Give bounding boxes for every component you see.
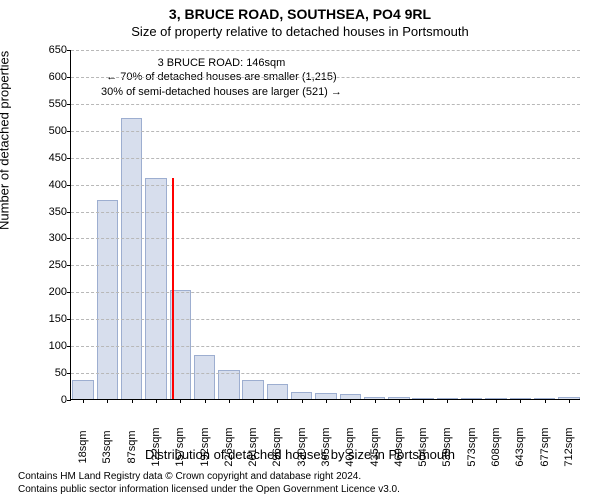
y-tick-mark xyxy=(67,212,71,213)
x-tick-mark xyxy=(399,399,400,403)
y-tick-mark xyxy=(67,292,71,293)
gridline xyxy=(71,292,580,293)
x-tick-mark xyxy=(229,399,230,403)
y-tick-label: 350 xyxy=(33,206,67,218)
y-tick-mark xyxy=(67,158,71,159)
annotation-line: 30% of semi-detached houses are larger (… xyxy=(101,85,342,99)
y-tick-label: 100 xyxy=(33,340,67,352)
gridline xyxy=(71,104,580,105)
y-tick-label: 650 xyxy=(33,44,67,56)
x-tick-mark xyxy=(205,399,206,403)
footnote-line: Contains HM Land Registry data © Crown c… xyxy=(18,471,590,484)
gridline xyxy=(71,373,580,374)
y-tick-label: 500 xyxy=(33,125,67,137)
gridline xyxy=(71,185,580,186)
footnote-line: Contains public sector information licen… xyxy=(18,484,590,497)
y-tick-label: 250 xyxy=(33,259,67,271)
x-tick-mark xyxy=(107,399,108,403)
x-tick-mark xyxy=(545,399,546,403)
x-tick-mark xyxy=(156,399,157,403)
x-tick-mark xyxy=(277,399,278,403)
x-tick-mark xyxy=(83,399,84,403)
bar xyxy=(72,380,93,399)
gridline xyxy=(71,319,580,320)
bar xyxy=(97,200,118,399)
y-tick-label: 0 xyxy=(33,394,67,406)
y-tick-label: 400 xyxy=(33,179,67,191)
title-sub: Size of property relative to detached ho… xyxy=(0,24,600,39)
y-tick-mark xyxy=(67,131,71,132)
footnote: Contains HM Land Registry data © Crown c… xyxy=(18,471,590,496)
x-tick-mark xyxy=(326,399,327,403)
y-tick-mark xyxy=(67,346,71,347)
y-tick-mark xyxy=(67,238,71,239)
y-tick-label: 450 xyxy=(33,152,67,164)
gridline xyxy=(71,158,580,159)
y-tick-mark xyxy=(67,265,71,266)
x-tick-mark xyxy=(375,399,376,403)
x-axis-label: Distribution of detached houses by size … xyxy=(0,447,600,462)
y-tick-label: 200 xyxy=(33,286,67,298)
bar xyxy=(121,118,142,399)
y-tick-mark xyxy=(67,77,71,78)
gridline xyxy=(71,212,580,213)
gridline xyxy=(71,346,580,347)
gridline xyxy=(71,77,580,78)
gridline xyxy=(71,265,580,266)
y-tick-mark xyxy=(67,185,71,186)
y-tick-mark xyxy=(67,373,71,374)
y-tick-label: 600 xyxy=(33,71,67,83)
y-tick-mark xyxy=(67,104,71,105)
y-tick-label: 550 xyxy=(33,98,67,110)
x-tick-mark xyxy=(569,399,570,403)
y-tick-label: 50 xyxy=(33,367,67,379)
x-tick-mark xyxy=(180,399,181,403)
x-tick-mark xyxy=(302,399,303,403)
bar xyxy=(218,370,239,399)
gridline xyxy=(71,131,580,132)
x-tick-mark xyxy=(423,399,424,403)
x-tick-mark xyxy=(350,399,351,403)
x-tick-mark xyxy=(447,399,448,403)
gridline xyxy=(71,238,580,239)
reference-line xyxy=(172,178,174,399)
y-tick-label: 300 xyxy=(33,232,67,244)
y-tick-mark xyxy=(67,319,71,320)
y-tick-mark xyxy=(67,400,71,401)
y-tick-mark xyxy=(67,50,71,51)
plot-area: 3 BRUCE ROAD: 146sqm ← 70% of detached h… xyxy=(70,50,580,400)
y-tick-label: 150 xyxy=(33,313,67,325)
bar xyxy=(194,355,215,399)
bar xyxy=(291,392,312,399)
bar xyxy=(242,380,263,399)
bar xyxy=(267,384,288,399)
x-tick-mark xyxy=(496,399,497,403)
annotation-line: 3 BRUCE ROAD: 146sqm xyxy=(101,56,342,70)
title-main: 3, BRUCE ROAD, SOUTHSEA, PO4 9RL xyxy=(0,6,600,22)
gridline xyxy=(71,50,580,51)
x-tick-mark xyxy=(132,399,133,403)
x-tick-mark xyxy=(520,399,521,403)
x-tick-mark xyxy=(472,399,473,403)
y-axis-label: Number of detached properties xyxy=(0,51,12,230)
x-tick-mark xyxy=(253,399,254,403)
